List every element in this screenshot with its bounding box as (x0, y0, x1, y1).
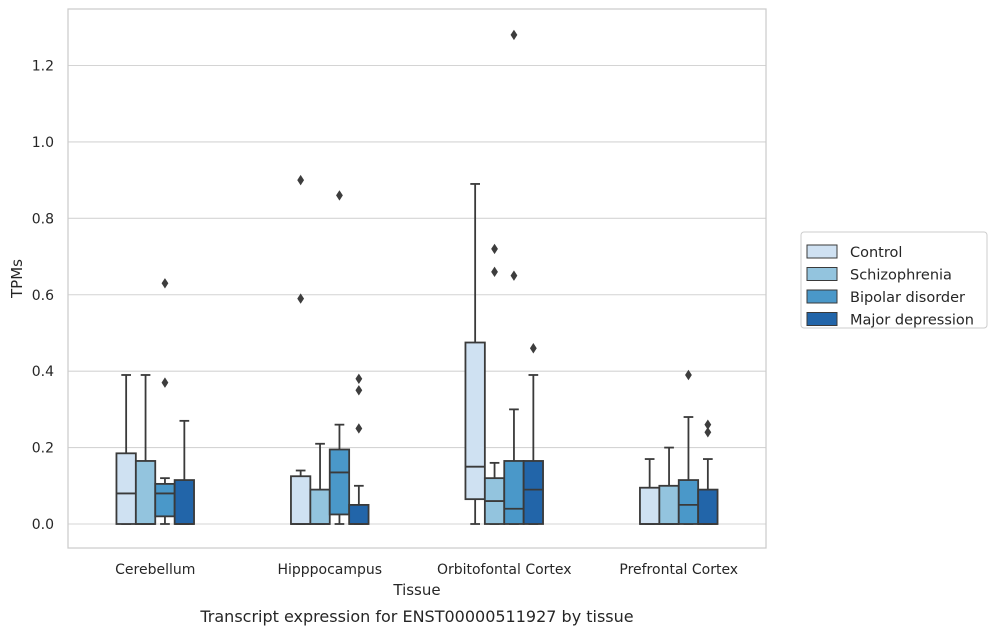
y-tick-label: 0.2 (32, 441, 54, 457)
x-tick-label: Cerebellum (115, 562, 195, 578)
y-tick-label: 0.4 (32, 364, 54, 380)
y-tick-label: 0.8 (32, 211, 54, 227)
box-body (309, 488, 331, 525)
x-axis-ticks: Cerebellum Hipppocampus Orbitofontal Corte… (115, 562, 738, 578)
outlier-point (297, 293, 305, 304)
outlier-point (491, 243, 498, 255)
box-body (503, 460, 525, 525)
box-body (697, 488, 719, 525)
box-body (639, 486, 661, 525)
outlier-point (355, 373, 363, 385)
legend-swatch (806, 289, 838, 304)
box-control (115, 374, 137, 525)
box-body (154, 482, 176, 518)
legend-label: Control (850, 245, 902, 261)
legend-label: Major depression (850, 313, 974, 329)
box-major-depression (697, 419, 719, 525)
y-tick-label: 0.0 (32, 517, 54, 533)
x-tick-label: Orbitofontal Cortex (437, 562, 572, 578)
outlier-point (704, 427, 712, 438)
outlier-point (704, 419, 712, 430)
y-axis-label: TPMs (8, 259, 26, 299)
box-schizophrenia (309, 442, 331, 525)
box-bipolar-disorder (154, 278, 176, 525)
box-control (464, 183, 486, 525)
outlier-point (510, 29, 518, 41)
outlier-point (685, 369, 692, 381)
outlier-point (297, 174, 305, 186)
x-axis-label: Tissue (392, 581, 440, 599)
y-tick-label: 1.0 (32, 135, 54, 151)
legend-swatch (806, 267, 838, 281)
box-body (348, 503, 370, 525)
box-control (639, 458, 661, 525)
box-major-depression (522, 343, 544, 525)
legend-frame (800, 231, 988, 329)
y-tick-label: 1.2 (32, 59, 54, 75)
y-tick-label: 0.6 (32, 288, 54, 304)
box-major-depression (173, 419, 195, 525)
box-schizophrenia (483, 243, 506, 525)
box-body (290, 475, 312, 525)
legend-swatch (806, 312, 838, 326)
legend-swatch (806, 244, 838, 259)
grid-lines (68, 64, 766, 525)
x-tick-label: Prefrontal Cortex (619, 562, 738, 578)
outlier-point (355, 423, 363, 434)
legend: Control Schizophrenia Bipolar disorder Majo… (800, 231, 988, 329)
outlier-point (161, 278, 169, 289)
box-plot-area (115, 29, 719, 525)
legend-label: Schizophrenia (850, 268, 952, 284)
box-bipolar-disorder (328, 190, 351, 525)
box-body (115, 452, 137, 525)
x-tick-label: Hipppocampus (277, 562, 382, 578)
box-body (522, 460, 544, 525)
box-schizophrenia (658, 446, 680, 525)
outlier-point (491, 266, 498, 278)
box-body (134, 460, 157, 525)
outlier-point (510, 270, 518, 281)
box-body (173, 479, 195, 525)
chart-caption: Transcript expression for ENST0000051192… (199, 607, 633, 626)
box-body (328, 448, 351, 516)
box-major-depression (348, 373, 370, 525)
box-bipolar-disorder (503, 29, 525, 525)
y-axis-ticks: 0.0 0.2 0.4 0.6 0.8 1.0 1.2 (32, 59, 54, 534)
plot-frame (67, 8, 767, 549)
legend-label: Bipolar disorder (850, 290, 965, 306)
outlier-point (336, 190, 343, 201)
box-bipolar-disorder (677, 369, 700, 525)
box-body (464, 341, 486, 501)
box-control (290, 174, 312, 525)
outlier-point (529, 343, 537, 354)
outlier-point (355, 385, 363, 396)
box-body (658, 484, 680, 525)
outlier-point (161, 377, 169, 388)
box-body (677, 479, 700, 525)
box-schizophrenia (134, 374, 157, 525)
